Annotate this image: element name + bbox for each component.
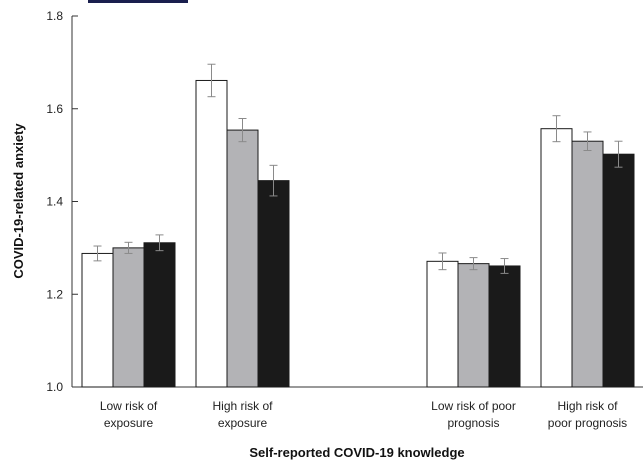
y-tick-label: 1.2 [46, 287, 63, 301]
x-category-label: prognosis [447, 416, 499, 430]
y-tick-label: 1.4 [46, 195, 63, 209]
x-axis-title: Self-reported COVID-19 knowledge [249, 445, 464, 460]
x-category-label: Low risk of [100, 399, 158, 413]
bar [426, 260, 459, 388]
bar [540, 128, 573, 388]
bar [488, 265, 521, 388]
y-axis-title: COVID-19-related anxiety [11, 123, 26, 279]
x-category-label: Low risk of poor [431, 399, 516, 413]
x-category-label: High risk of [212, 399, 273, 413]
bar [195, 79, 228, 388]
bar [81, 252, 114, 388]
y-tick-label: 1.8 [46, 9, 63, 23]
x-category-label: High risk of [557, 399, 618, 413]
bar [112, 247, 145, 388]
legend-box [88, 0, 188, 3]
x-category-label: exposure [104, 416, 154, 430]
bar [226, 129, 259, 388]
error-bars [93, 63, 623, 274]
bar [457, 263, 490, 388]
bar [143, 242, 176, 388]
x-category-label: poor prognosis [548, 416, 627, 430]
x-labels: Low risk of exposure High risk of exposure L… [100, 399, 627, 430]
bars [81, 79, 635, 388]
y-tick-label: 1.0 [46, 380, 63, 394]
bar [257, 180, 290, 388]
y-ticks: 1.0 1.2 1.4 1.6 1.8 [46, 9, 78, 394]
bar [571, 140, 604, 388]
x-category-label: exposure [218, 416, 268, 430]
y-tick-label: 1.6 [46, 102, 63, 116]
bar [602, 153, 635, 388]
